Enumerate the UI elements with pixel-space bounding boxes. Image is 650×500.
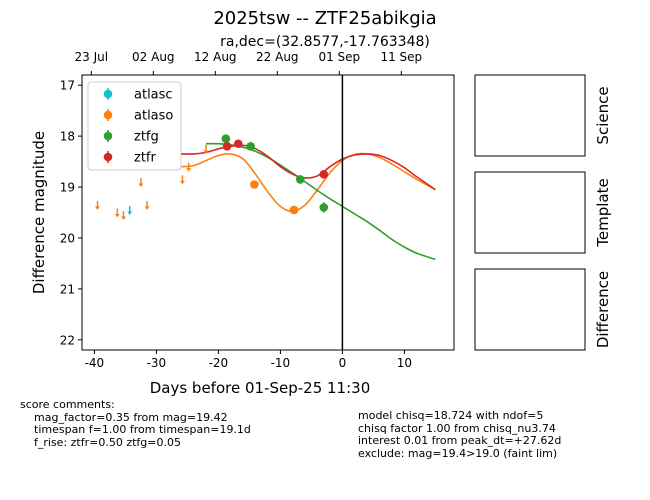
model-curves xyxy=(181,142,436,261)
legend: atlasc atlaso ztfg ztfr xyxy=(87,81,182,171)
upper-limit-atlaso xyxy=(114,208,120,218)
y-axis-label: Difference magnitude xyxy=(30,131,48,294)
model-comment-line: exclude: mag=19.4>19.0 (faint lim) xyxy=(358,446,558,460)
subtitle: ra,dec=(32.8577,-17.763348) xyxy=(220,34,430,50)
upper-limit-arrowhead xyxy=(114,214,120,218)
legend-entry-atlasc: atlasc xyxy=(103,88,173,103)
image-panel-template xyxy=(474,171,586,254)
top-tick-label: 11 Sep xyxy=(380,50,422,64)
data-point-ztfg xyxy=(221,134,231,143)
top-tick-label: 22 Aug xyxy=(256,50,299,64)
data-point-ztfg xyxy=(246,141,255,151)
legend-entry-ztfr: ztfr xyxy=(103,151,156,166)
model-curve-atlaso xyxy=(181,152,436,213)
x-tick-label: 0 xyxy=(339,356,347,370)
upper-limit-arrowhead xyxy=(121,216,127,221)
data-point-ztfr xyxy=(233,139,243,149)
x-axis-label: Days before 01-Sep-25 11:30 xyxy=(150,379,371,397)
model-comment-line: interest 0.01 from peak_dt=+27.62d xyxy=(358,434,562,447)
upper-limit-atlaso xyxy=(121,211,127,221)
legend-marker xyxy=(103,152,113,162)
data-point-ztfg xyxy=(295,175,305,184)
top-tick-label: 02 Aug xyxy=(132,50,175,64)
x-tick-label: 10 xyxy=(397,356,412,370)
data-marks xyxy=(95,75,344,350)
point-marker xyxy=(222,141,232,151)
model-comment-line: chisq factor 1.00 from chisq_nu3.74 xyxy=(358,421,556,435)
image-panels: Science Template Difference xyxy=(474,74,612,351)
legend-label: ztfr xyxy=(134,151,156,166)
upper-limit-arrowhead xyxy=(144,206,150,210)
data-point-atlaso xyxy=(289,205,299,215)
point-marker xyxy=(221,134,231,143)
point-marker xyxy=(319,203,329,212)
y-tick-label: 19 xyxy=(60,181,75,195)
legend-label: ztfg xyxy=(134,130,159,145)
y-tick-label: 22 xyxy=(60,333,75,347)
upper-limit-arrowhead xyxy=(138,183,144,187)
legend-label: atlaso xyxy=(134,109,173,124)
upper-limit-atlaso xyxy=(138,177,144,187)
top-tick-label: 01 Sep xyxy=(318,50,360,64)
legend-marker xyxy=(103,131,113,141)
x-tick-label: -30 xyxy=(147,356,167,370)
upper-limit-atlaso xyxy=(186,162,192,172)
panel-label: Difference xyxy=(594,271,612,348)
upper-limit-arrowhead xyxy=(179,180,185,185)
x-tick-label: -40 xyxy=(85,356,105,370)
data-point-ztfg xyxy=(319,202,329,213)
data-point-ztfr xyxy=(319,170,329,179)
upper-limit-atlaso xyxy=(95,200,100,210)
legend-marker xyxy=(103,89,113,99)
axes: -40 -30 -20 -10 0 10 23 Jul 02 Aug 12 Aug 22 Aug 0… xyxy=(30,50,455,397)
y-tick-label: 17 xyxy=(60,79,75,93)
legend-marker xyxy=(103,110,113,120)
upper-limit-arrowhead xyxy=(186,168,192,172)
model-comment-line: model chisq=18.724 with ndof=5 xyxy=(358,409,544,422)
score-comments: score comments: mag_factor=0.35 from mag=… xyxy=(20,398,251,449)
model-comments: model chisq=18.724 with ndof=5 chisq fact… xyxy=(358,409,562,460)
point-marker xyxy=(295,175,305,184)
upper-limit-arrowhead xyxy=(127,211,133,215)
legend-entry-ztfg: ztfg xyxy=(103,130,159,145)
panel-label: Science xyxy=(594,86,612,144)
upper-limit-atlaso xyxy=(203,144,209,154)
legend-box xyxy=(87,81,182,171)
legend-label: atlasc xyxy=(134,88,173,103)
image-panel-science xyxy=(474,74,586,157)
data-point-atlaso xyxy=(250,180,259,189)
point-marker xyxy=(319,170,329,179)
score-comment-line: mag_factor=0.35 from mag=19.42 xyxy=(34,410,228,424)
panel-label: Template xyxy=(594,178,612,247)
page-title: 2025tsw -- ZTF25abikgia xyxy=(213,8,437,29)
point-marker xyxy=(233,139,243,149)
point-marker xyxy=(250,180,259,189)
plot-frame xyxy=(81,74,455,351)
point-marker xyxy=(246,141,255,151)
upper-limit-atlaso xyxy=(144,200,150,210)
model-curve-ztfg xyxy=(205,142,436,261)
x-tick-label: -10 xyxy=(271,356,291,370)
score-comments-heading: score comments: xyxy=(20,398,115,411)
point-marker xyxy=(289,205,299,215)
y-tick-label: 20 xyxy=(60,231,75,245)
score-comment-line: timespan f=1.00 from timespan=19.1d xyxy=(34,423,251,436)
upper-limit-atlaso xyxy=(179,175,185,185)
y-tick-label: 21 xyxy=(60,282,75,296)
x-tick-label: -20 xyxy=(209,356,229,370)
y-tick-label: 18 xyxy=(60,130,75,144)
upper-limit-atlasc xyxy=(127,205,133,215)
score-comment-line: f_rise: ztfr=0.50 ztfg=0.05 xyxy=(34,435,181,449)
image-panel-difference xyxy=(474,268,586,351)
upper-limit-arrowhead xyxy=(95,206,100,210)
data-point-ztfr xyxy=(222,141,232,151)
upper-limit-arrowhead xyxy=(203,150,209,154)
top-tick-label: 12 Aug xyxy=(194,50,237,64)
top-tick-label: 23 Jul xyxy=(75,50,109,64)
model-curve-ztfr xyxy=(181,144,436,191)
legend-entry-atlaso: atlaso xyxy=(103,109,173,124)
